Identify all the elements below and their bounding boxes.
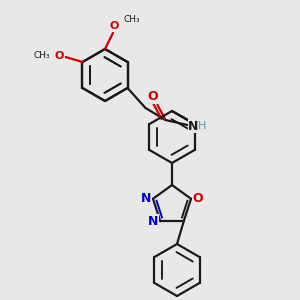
Text: CH₃: CH₃ (123, 16, 140, 25)
Text: N: N (188, 119, 199, 133)
Text: O: O (147, 91, 158, 103)
Text: H: H (198, 121, 207, 131)
Text: O: O (55, 51, 64, 61)
Text: N: N (141, 192, 151, 205)
Text: O: O (109, 21, 119, 31)
Text: CH₃: CH₃ (33, 52, 50, 61)
Text: O: O (193, 192, 203, 205)
Text: N: N (148, 215, 158, 228)
